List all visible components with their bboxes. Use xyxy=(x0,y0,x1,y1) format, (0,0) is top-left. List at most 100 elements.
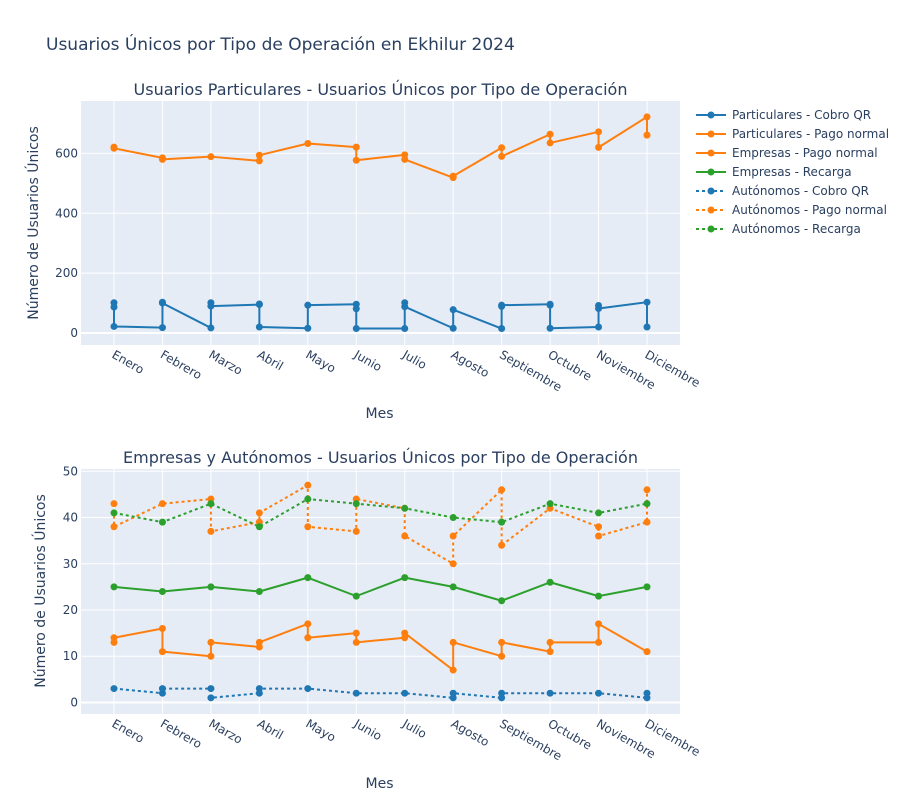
legend-item[interactable]: Empresas - Pago normal xyxy=(696,146,878,160)
data-point[interactable] xyxy=(304,620,312,628)
data-point[interactable] xyxy=(255,300,263,308)
data-point[interactable] xyxy=(449,689,457,697)
data-point[interactable] xyxy=(255,685,263,693)
data-point[interactable] xyxy=(498,652,506,660)
data-point[interactable] xyxy=(207,302,215,310)
data-point[interactable] xyxy=(352,156,360,164)
data-point[interactable] xyxy=(595,638,603,646)
data-point[interactable] xyxy=(158,324,166,332)
data-point[interactable] xyxy=(207,685,215,693)
data-point[interactable] xyxy=(643,500,651,508)
data-point[interactable] xyxy=(352,305,360,313)
data-point[interactable] xyxy=(304,140,312,148)
data-point[interactable] xyxy=(595,620,603,628)
data-point[interactable] xyxy=(595,689,603,697)
legend-item[interactable]: Particulares - Cobro QR xyxy=(696,108,871,122)
data-point[interactable] xyxy=(595,143,603,151)
data-point[interactable] xyxy=(304,574,312,582)
data-point[interactable] xyxy=(110,523,118,531)
data-point[interactable] xyxy=(449,583,457,591)
data-point[interactable] xyxy=(401,574,409,582)
data-point[interactable] xyxy=(401,689,409,697)
data-point[interactable] xyxy=(255,151,263,159)
data-point[interactable] xyxy=(498,301,506,309)
data-point[interactable] xyxy=(643,518,651,526)
data-point[interactable] xyxy=(546,301,554,309)
data-point[interactable] xyxy=(643,298,651,306)
legend-item[interactable]: Autónomos - Cobro QR xyxy=(696,184,869,198)
data-point[interactable] xyxy=(207,500,215,508)
data-point[interactable] xyxy=(352,325,360,333)
data-point[interactable] xyxy=(352,592,360,600)
data-point[interactable] xyxy=(595,532,603,540)
legend-item[interactable]: Particulares - Pago normal xyxy=(696,127,889,141)
data-point[interactable] xyxy=(255,588,263,595)
data-point[interactable] xyxy=(158,624,166,632)
data-point[interactable] xyxy=(255,523,263,531)
data-point[interactable] xyxy=(110,509,118,517)
data-point[interactable] xyxy=(546,648,554,656)
legend-item[interactable]: Autónomos - Recarga xyxy=(696,222,861,236)
data-point[interactable] xyxy=(401,532,409,540)
data-point[interactable] xyxy=(498,541,506,549)
data-point[interactable] xyxy=(595,509,603,517)
data-point[interactable] xyxy=(207,324,215,332)
data-point[interactable] xyxy=(304,495,312,503)
data-point[interactable] xyxy=(255,323,263,331)
data-point[interactable] xyxy=(352,638,360,646)
data-point[interactable] xyxy=(595,128,603,136)
data-point[interactable] xyxy=(498,518,506,526)
data-point[interactable] xyxy=(110,322,118,330)
data-point[interactable] xyxy=(546,324,554,332)
data-point[interactable] xyxy=(498,144,506,152)
data-point[interactable] xyxy=(110,583,118,591)
data-point[interactable] xyxy=(401,155,409,163)
data-point[interactable] xyxy=(449,514,457,522)
data-point[interactable] xyxy=(449,666,457,674)
data-point[interactable] xyxy=(352,143,360,151)
data-point[interactable] xyxy=(255,157,263,165)
data-point[interactable] xyxy=(110,685,118,693)
data-point[interactable] xyxy=(401,303,409,311)
data-point[interactable] xyxy=(449,638,457,646)
data-point[interactable] xyxy=(449,172,457,180)
data-point[interactable] xyxy=(643,113,651,121)
data-point[interactable] xyxy=(352,500,360,508)
data-point[interactable] xyxy=(158,299,166,307)
legend-item[interactable]: Autónomos - Pago normal xyxy=(696,203,887,217)
data-point[interactable] xyxy=(207,638,215,646)
data-point[interactable] xyxy=(595,304,603,312)
data-point[interactable] xyxy=(449,532,457,540)
data-point[interactable] xyxy=(158,155,166,163)
data-point[interactable] xyxy=(643,486,651,494)
data-point[interactable] xyxy=(255,638,263,646)
data-point[interactable] xyxy=(304,301,312,309)
data-point[interactable] xyxy=(110,500,118,508)
data-point[interactable] xyxy=(401,325,409,333)
legend-item[interactable]: Empresas - Recarga xyxy=(696,165,852,179)
data-point[interactable] xyxy=(498,325,506,333)
data-point[interactable] xyxy=(546,578,554,586)
data-point[interactable] xyxy=(498,689,506,697)
data-point[interactable] xyxy=(595,523,603,531)
data-point[interactable] xyxy=(304,481,312,489)
data-point[interactable] xyxy=(304,523,312,531)
data-point[interactable] xyxy=(498,638,506,646)
data-point[interactable] xyxy=(595,592,603,600)
data-point[interactable] xyxy=(110,144,118,152)
data-point[interactable] xyxy=(304,685,312,693)
data-point[interactable] xyxy=(255,509,263,517)
data-point[interactable] xyxy=(643,689,651,697)
data-point[interactable] xyxy=(643,583,651,591)
data-point[interactable] xyxy=(207,527,215,535)
data-point[interactable] xyxy=(158,588,166,595)
data-point[interactable] xyxy=(207,153,215,161)
data-point[interactable] xyxy=(498,597,506,605)
data-point[interactable] xyxy=(643,648,651,656)
data-point[interactable] xyxy=(158,518,166,526)
data-point[interactable] xyxy=(546,500,554,508)
data-point[interactable] xyxy=(643,131,651,139)
data-point[interactable] xyxy=(643,323,651,331)
data-point[interactable] xyxy=(449,306,457,314)
data-point[interactable] xyxy=(110,634,118,642)
